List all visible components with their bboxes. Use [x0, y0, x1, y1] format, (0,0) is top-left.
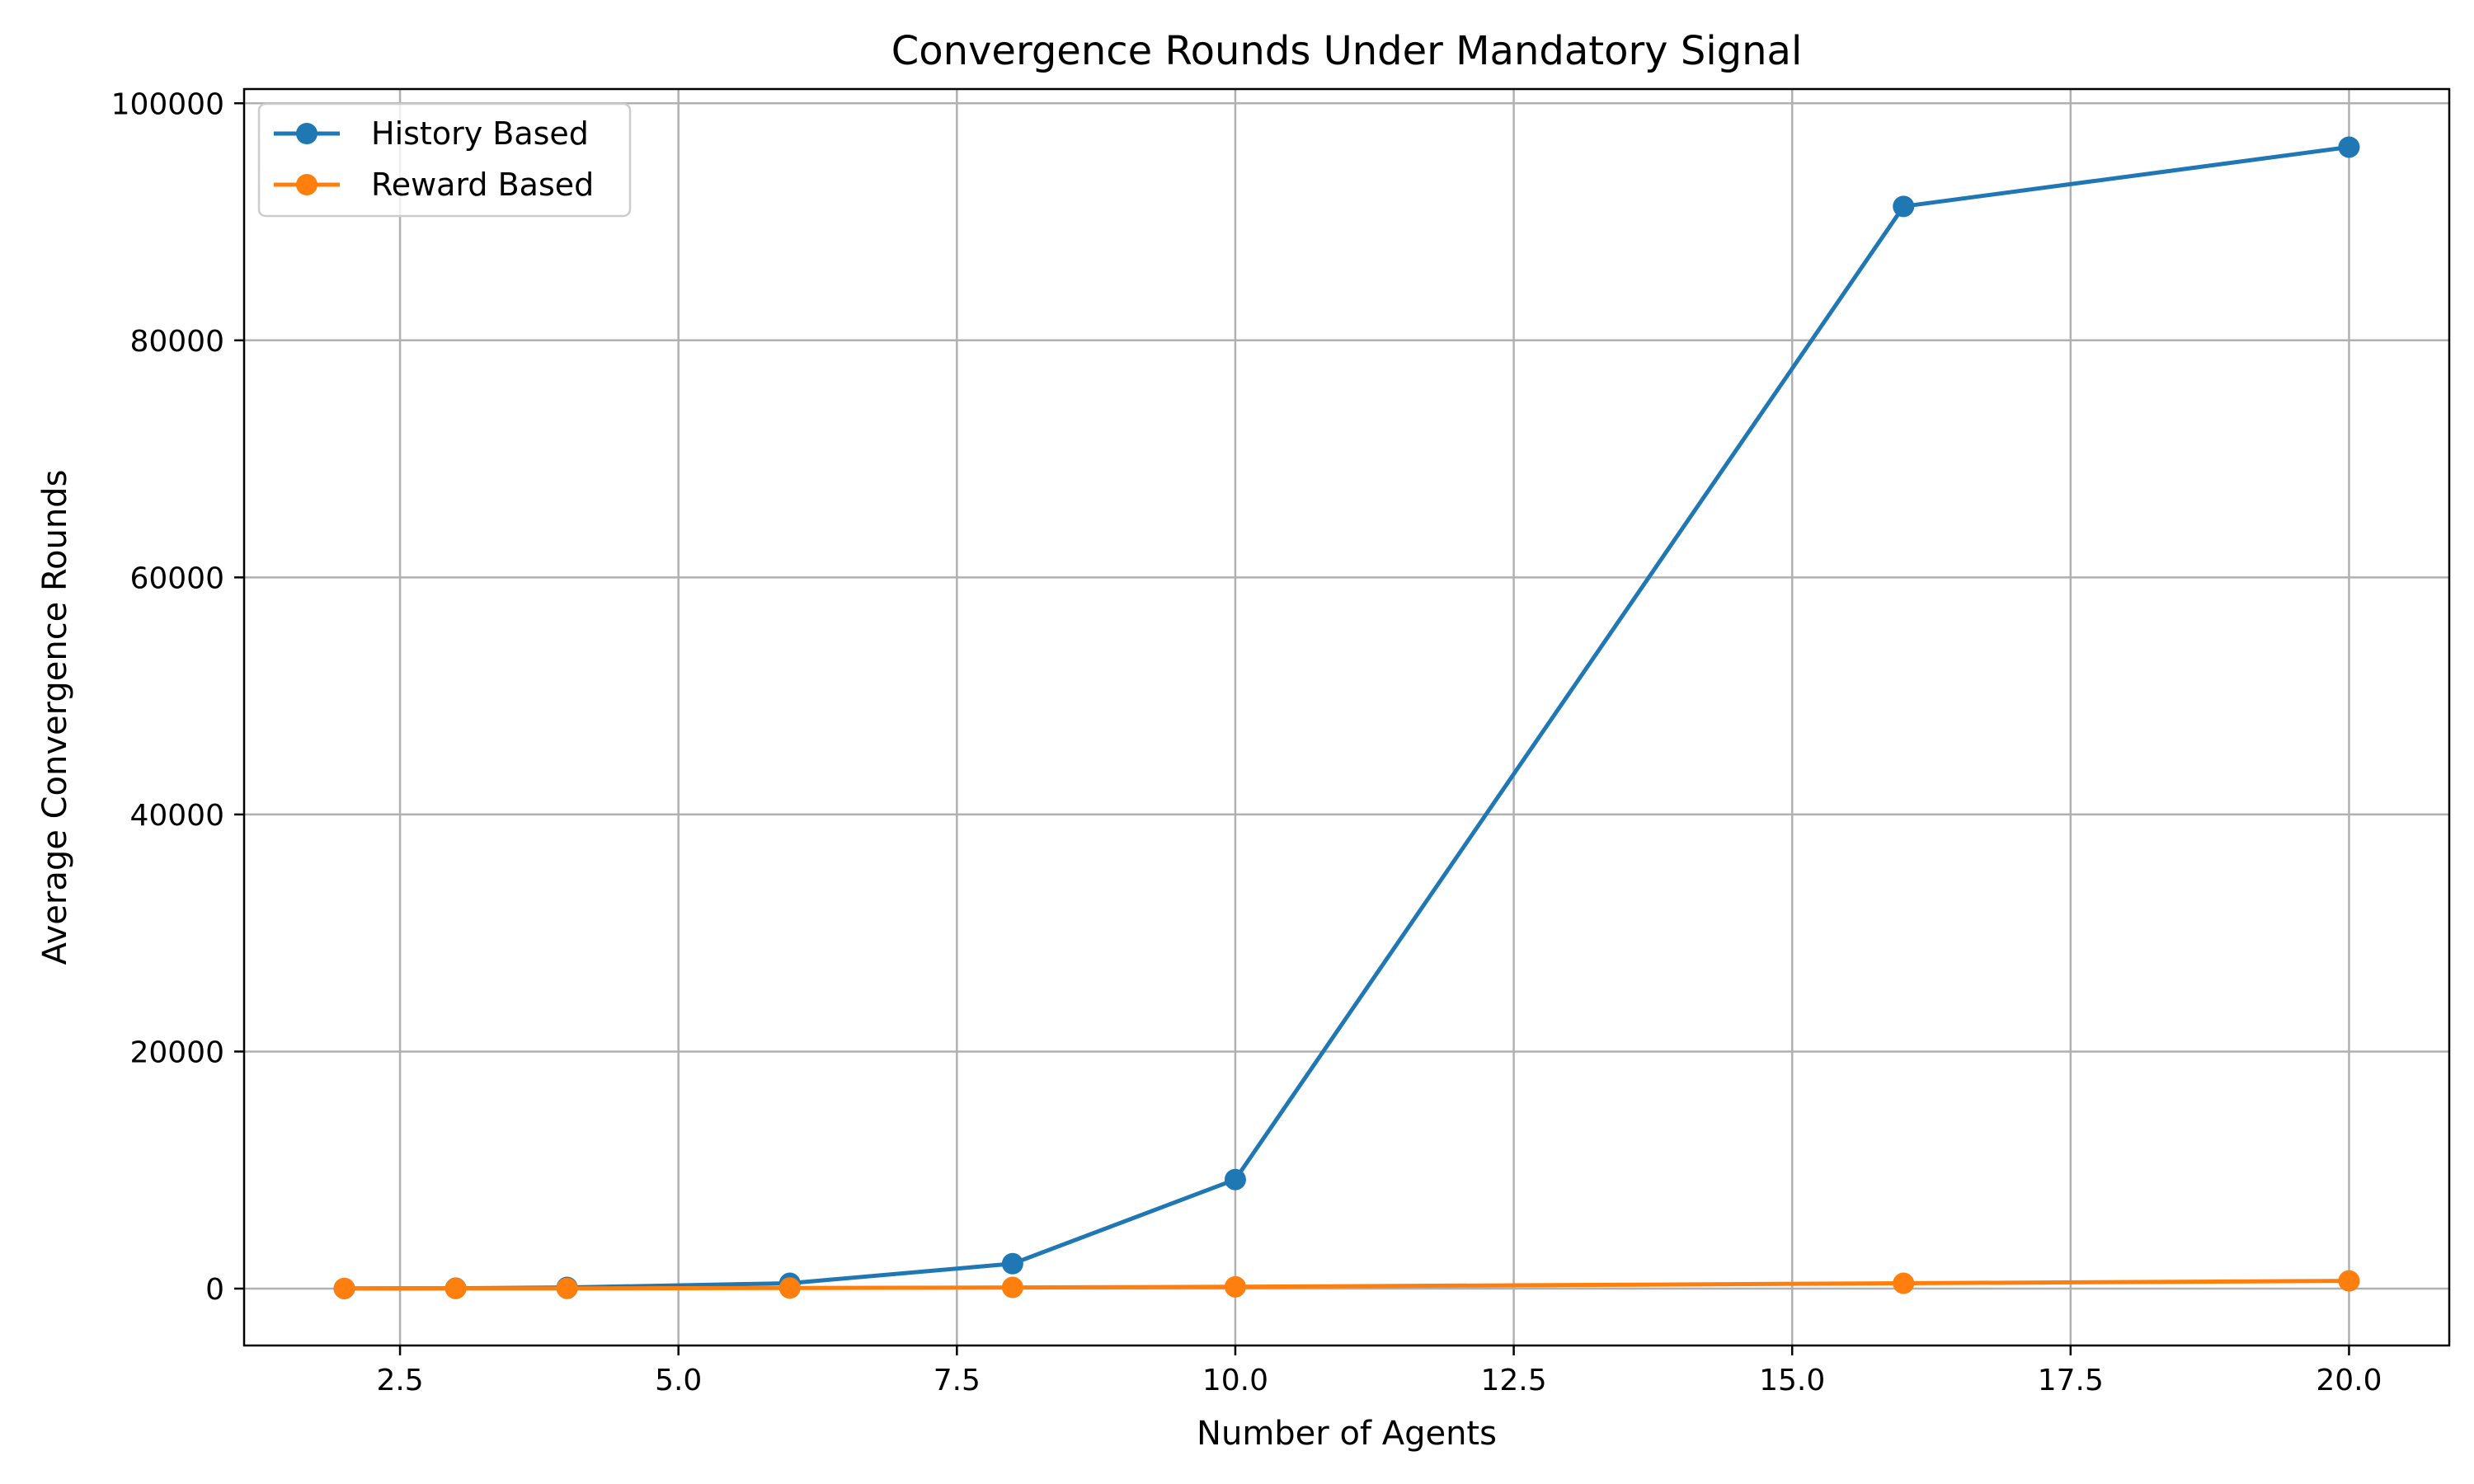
legend-marker: [296, 123, 317, 144]
data-point: [1001, 1252, 1023, 1275]
data-point: [2338, 1270, 2360, 1292]
legend-box: [257, 102, 632, 218]
y-axis-label: Average Convergence Rounds: [36, 470, 74, 965]
x-tick-label: 15.0: [1759, 1364, 1825, 1397]
x-tick-label: 7.5: [934, 1364, 981, 1397]
x-tick-label: 2.5: [376, 1364, 423, 1397]
data-point: [778, 1277, 801, 1299]
data-point: [2338, 136, 2360, 158]
x-axis-label: Number of Agents: [1197, 1415, 1497, 1453]
x-tick-label: 12.5: [1480, 1364, 1546, 1397]
legend-marker: [296, 174, 317, 195]
y-tick-label: 80000: [129, 325, 224, 359]
x-tick-label: 17.5: [2038, 1364, 2104, 1397]
x-tick-label: 20.0: [2316, 1364, 2382, 1397]
data-point: [444, 1277, 467, 1299]
data-point: [1224, 1168, 1246, 1190]
chart-title: Convergence Rounds Under Mandatory Signa…: [891, 28, 1803, 74]
axis-ticks: 2.5 5.0 7.5 10.0 12.5 15.0 17.5 20.0 0 20000 40000…: [111, 87, 2382, 1397]
data-point: [1001, 1276, 1023, 1298]
series-line: [344, 1279, 2349, 1291]
x-tick-label: 10.0: [1202, 1364, 1268, 1397]
data-point: [1893, 195, 1915, 218]
grid-lines: [244, 89, 2449, 1345]
legend-label: Reward Based: [371, 167, 594, 203]
y-tick-label: 40000: [129, 799, 224, 833]
y-tick-label: 100000: [111, 87, 224, 121]
data-point: [1893, 1272, 1915, 1294]
y-tick-label: 20000: [129, 1036, 224, 1069]
y-tick-label: 60000: [129, 561, 224, 595]
x-tick-label: 5.0: [655, 1364, 702, 1397]
data-point: [1224, 1275, 1246, 1298]
data-point: [556, 1277, 578, 1299]
legend: History Based Reward Based: [257, 102, 632, 218]
y-tick-label: 0: [205, 1273, 224, 1307]
data-series: [333, 136, 2360, 1299]
legend-label: History Based: [371, 115, 589, 152]
data-point: [333, 1277, 355, 1299]
plot-frame: [242, 87, 2451, 1347]
